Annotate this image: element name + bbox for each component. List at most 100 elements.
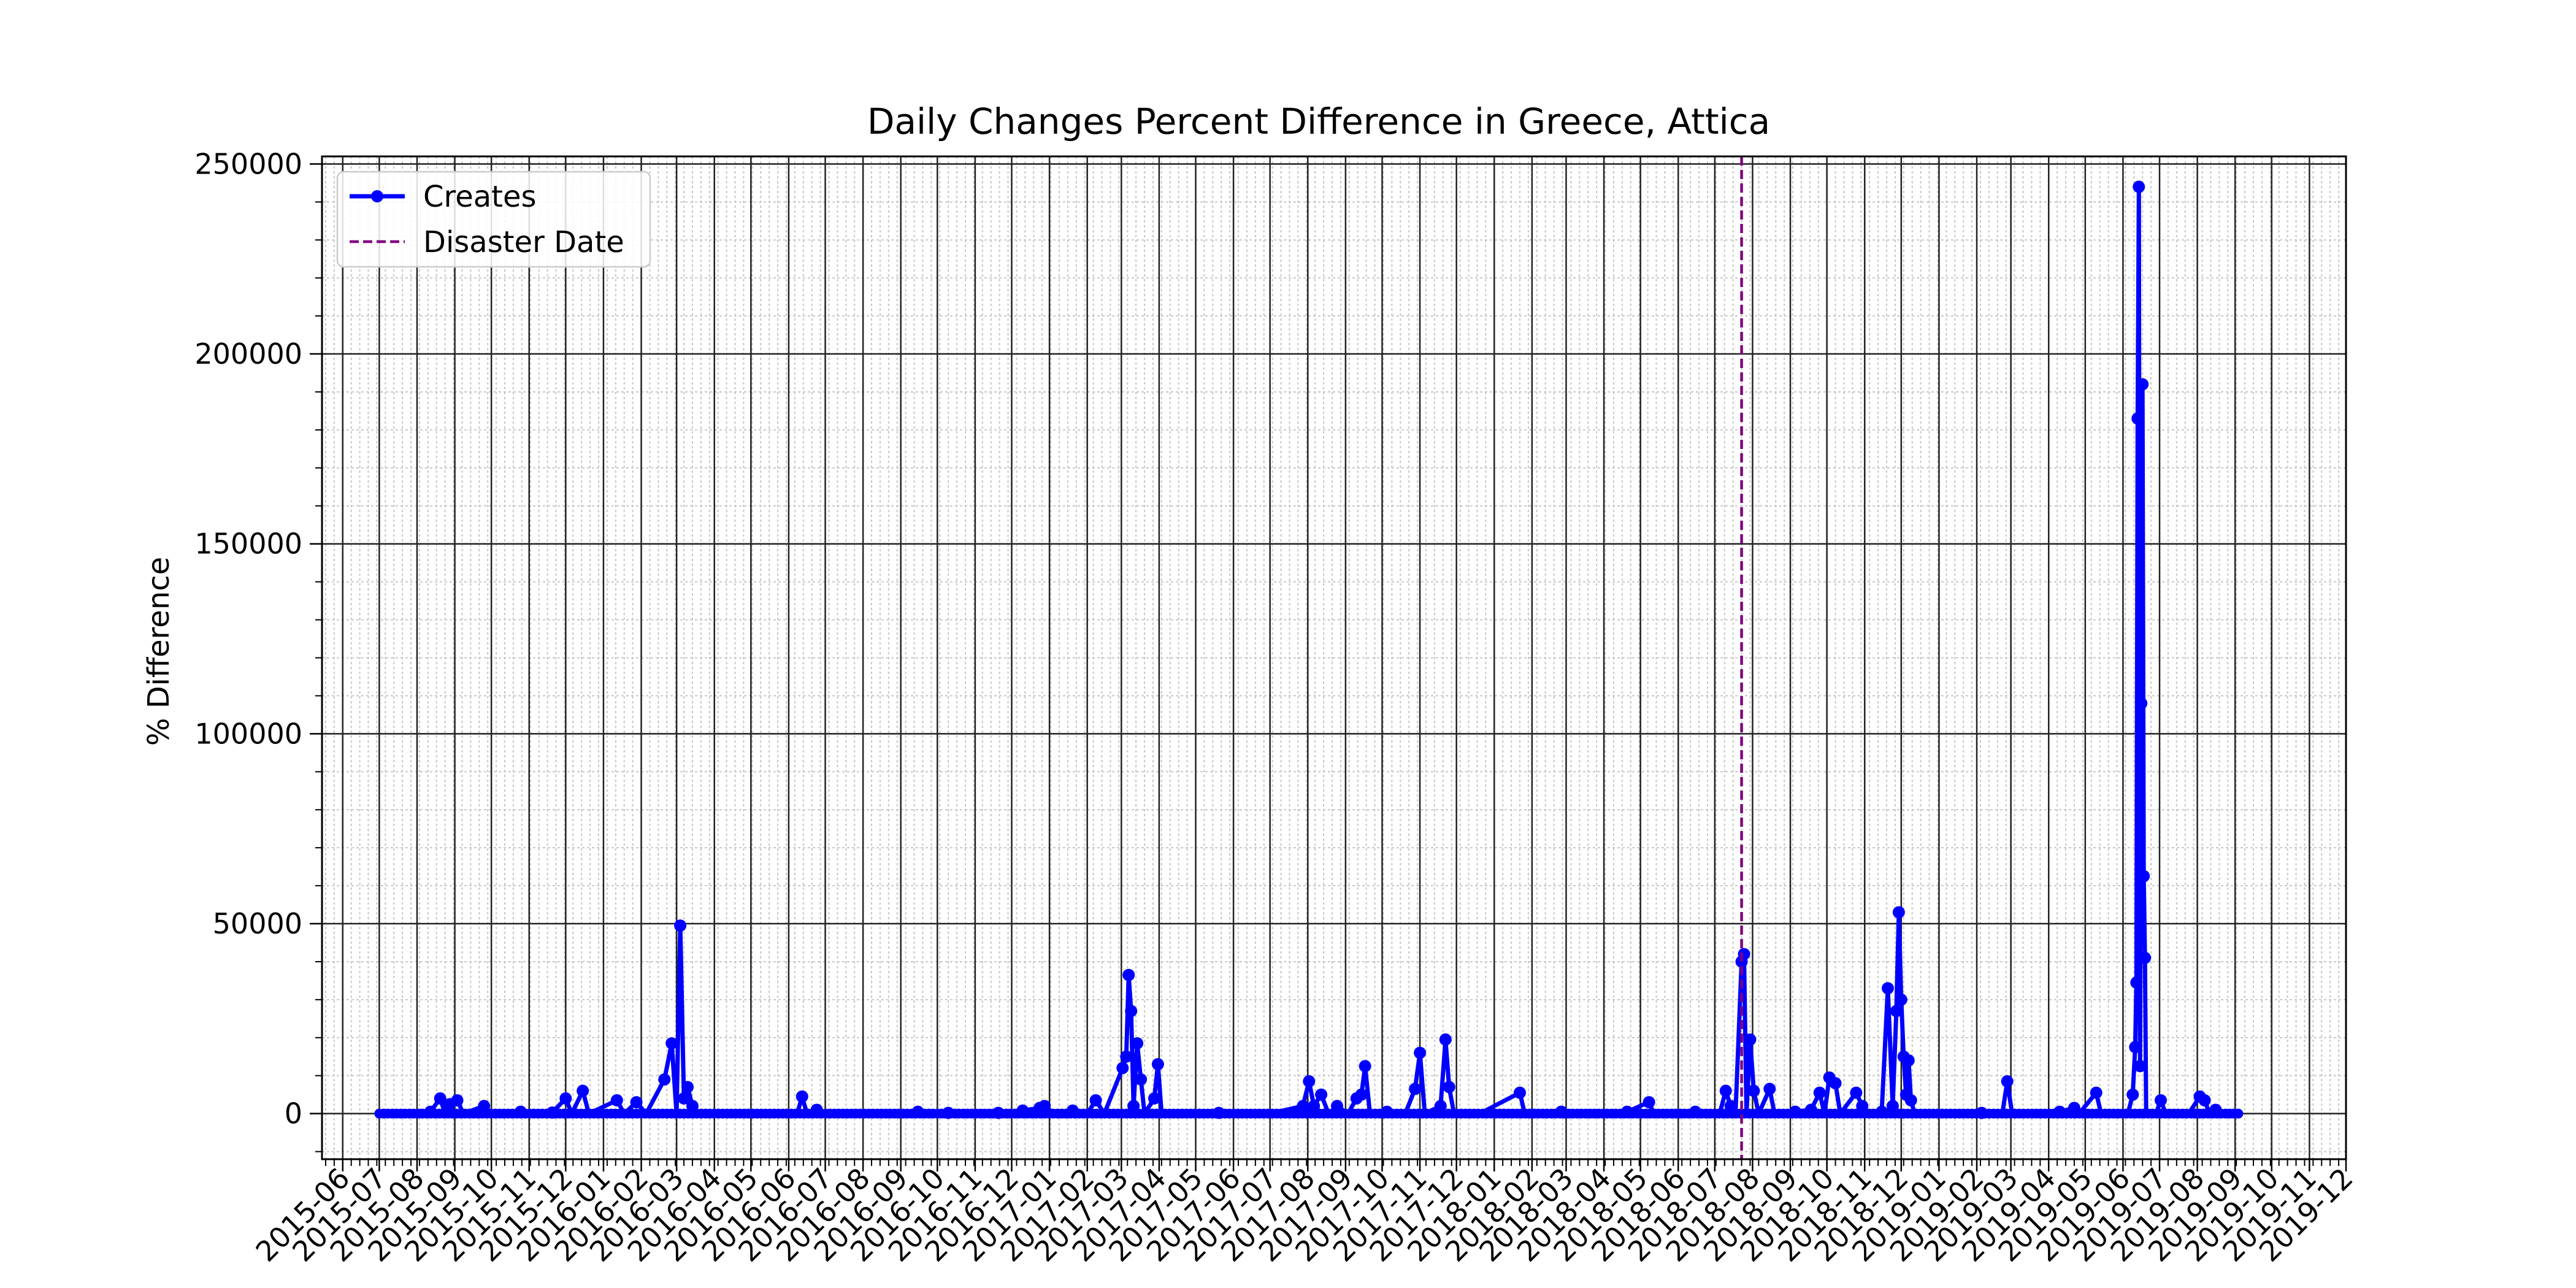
data-point — [559, 1092, 572, 1105]
data-point — [992, 1106, 1005, 1119]
data-point — [1689, 1105, 1702, 1118]
data-point — [1414, 1046, 1427, 1059]
data-point — [1902, 1054, 1915, 1067]
data-point — [577, 1084, 589, 1097]
data-point — [1555, 1105, 1568, 1118]
data-point — [665, 1037, 678, 1050]
data-point — [1125, 1005, 1138, 1018]
data-point — [2136, 378, 2149, 391]
data-point — [1895, 993, 1907, 1006]
data-point — [2198, 1094, 2211, 1107]
data-point — [681, 1081, 694, 1094]
data-point — [1876, 1105, 1888, 1118]
data-point — [1330, 1100, 1343, 1113]
y-axis-label: % Difference — [142, 557, 176, 746]
data-point — [678, 1092, 691, 1105]
data-point — [478, 1100, 491, 1113]
data-point — [1381, 1105, 1393, 1118]
plot-frame — [321, 155, 2347, 1160]
y-tick-label: 200000 — [194, 337, 302, 370]
chart-title: Daily Changes Percent Difference in Gree… — [867, 101, 1770, 142]
data-point — [658, 1073, 671, 1086]
data-point — [1813, 1086, 1826, 1099]
data-point — [451, 1094, 464, 1107]
data-point — [1308, 1100, 1321, 1113]
data-point — [1620, 1105, 1633, 1118]
data-point — [810, 1103, 823, 1116]
data-point — [2053, 1105, 2066, 1118]
data-point — [1788, 1105, 1801, 1118]
chart-legend: Creates Disaster Date — [336, 171, 651, 268]
data-point — [1886, 1100, 1899, 1113]
data-point — [2068, 1102, 2080, 1114]
data-point — [1116, 1062, 1129, 1075]
data-point — [1122, 968, 1135, 981]
data-point — [1038, 1100, 1051, 1113]
data-point — [2130, 976, 2143, 989]
data-point — [1089, 1094, 1102, 1107]
baseline-point — [2233, 1108, 2244, 1119]
data-point — [1881, 982, 1894, 995]
legend-label: Creates — [423, 180, 537, 214]
data-point — [1738, 948, 1750, 960]
data-point — [1409, 1083, 1422, 1095]
data-point — [2137, 870, 2150, 883]
data-point — [2134, 1060, 2147, 1073]
data-point — [1724, 1100, 1737, 1113]
data-point — [2129, 1041, 2142, 1054]
data-point — [2155, 1094, 2168, 1107]
data-point — [2209, 1103, 2222, 1116]
data-point — [1904, 1094, 1917, 1107]
legend-creates-marker — [371, 190, 383, 202]
data-point — [942, 1106, 955, 1119]
data-point — [674, 919, 687, 932]
data-point — [1443, 1081, 1455, 1094]
data-point — [1763, 1083, 1776, 1095]
data-point — [1856, 1100, 1869, 1113]
data-point — [1135, 1073, 1148, 1086]
data-point — [1829, 1077, 1842, 1090]
legend-box — [336, 171, 651, 268]
data-point — [795, 1090, 808, 1103]
data-point — [1120, 1050, 1133, 1063]
data-point — [1303, 1075, 1316, 1088]
data-point — [2135, 697, 2148, 710]
data-point — [1747, 1084, 1760, 1097]
data-point — [686, 1100, 699, 1113]
data-point — [2001, 1075, 2014, 1088]
data-point — [1355, 1088, 1368, 1101]
data-point — [911, 1105, 924, 1118]
y-tick-label: 50000 — [213, 907, 302, 940]
axes-layer: 2015-062015-072015-082015-092015-102015-… — [194, 147, 2359, 1268]
data-point — [1892, 906, 1905, 919]
data-point — [1315, 1088, 1328, 1101]
data-point — [2090, 1086, 2103, 1099]
data-point — [1439, 1033, 1452, 1046]
data-point — [2133, 180, 2145, 193]
data-point — [1016, 1104, 1029, 1117]
data-point — [1131, 1037, 1144, 1050]
data-point — [1213, 1106, 1225, 1119]
data-point — [1804, 1103, 1817, 1116]
data-layer — [374, 156, 2244, 1159]
data-point — [514, 1105, 527, 1118]
y-tick-label: 100000 — [194, 717, 302, 750]
data-point — [1975, 1106, 1988, 1119]
data-point — [1643, 1096, 1655, 1109]
data-point — [1719, 1084, 1732, 1097]
data-point — [424, 1105, 437, 1118]
data-point — [2131, 412, 2144, 425]
y-tick-label: 250000 — [194, 147, 302, 180]
data-point — [1890, 1005, 1903, 1018]
data-point — [610, 1094, 623, 1107]
data-point — [2139, 951, 2152, 964]
data-point — [2126, 1088, 2139, 1101]
data-point — [630, 1096, 643, 1109]
data-point — [1066, 1104, 1079, 1117]
data-point — [1434, 1100, 1447, 1113]
y-tick-label: 150000 — [194, 527, 302, 561]
data-point — [1744, 1033, 1757, 1046]
data-point — [1513, 1086, 1526, 1099]
